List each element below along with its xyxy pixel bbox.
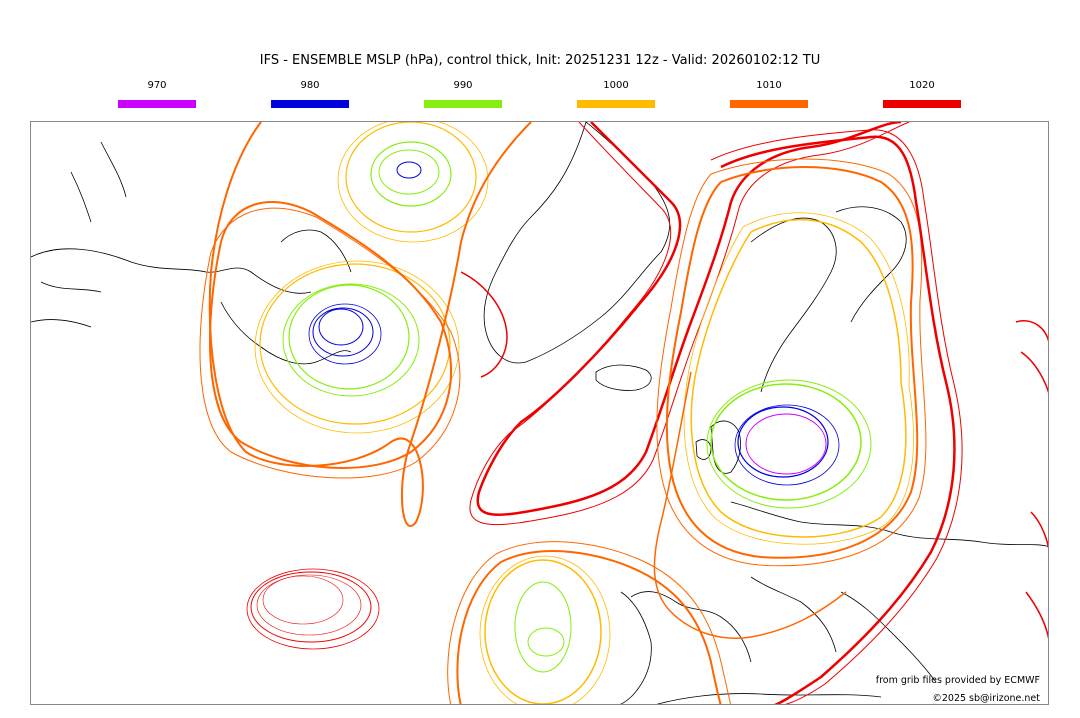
legend-swatch-980 bbox=[271, 100, 349, 108]
legend-label-990: 990 bbox=[453, 80, 473, 91]
high-mid-atlantic bbox=[246, 568, 380, 650]
chart-title: IFS - ENSEMBLE MSLP (hPa), control thick… bbox=[259, 53, 821, 68]
low-iberian-atlantic bbox=[447, 541, 732, 704]
legend-swatch-1010 bbox=[730, 100, 808, 108]
low-labrador-sea bbox=[199, 201, 461, 479]
legend-item-1010: 1010 bbox=[730, 80, 808, 108]
trough-1010-west bbox=[208, 122, 532, 527]
high-east-boundary bbox=[720, 135, 956, 704]
credit-source: from grib files provided by ECMWF bbox=[875, 675, 1040, 686]
high-east-outline bbox=[710, 129, 963, 704]
legend-label-1010: 1010 bbox=[756, 80, 782, 91]
legend-label-970: 970 bbox=[147, 80, 167, 91]
legend-item-970: 970 bbox=[118, 80, 196, 108]
isobar-east-edge bbox=[1015, 320, 1048, 394]
pressure-map[interactable] bbox=[30, 121, 1049, 705]
legend-item-1000: 1000 bbox=[577, 80, 655, 108]
isobar-east-edge-2 bbox=[1025, 511, 1048, 640]
credit-copyright: ©2025 sb@irizone.net bbox=[932, 693, 1040, 704]
isobar-greenland-west bbox=[460, 271, 508, 378]
legend-item-1020: 1020 bbox=[883, 80, 961, 108]
legend-swatch-970 bbox=[118, 100, 196, 108]
legend-swatch-1020 bbox=[883, 100, 961, 108]
legend-label-1000: 1000 bbox=[603, 80, 629, 91]
trough-1010-europe bbox=[653, 371, 847, 639]
high-greenland-atlantic bbox=[476, 122, 902, 516]
low-baffin-bay bbox=[337, 122, 489, 243]
legend-swatch-1000 bbox=[577, 100, 655, 108]
map-canvas bbox=[31, 122, 1048, 704]
legend-item-990: 990 bbox=[424, 80, 502, 108]
isobars bbox=[199, 122, 1048, 704]
legend-item-980: 980 bbox=[271, 80, 349, 108]
high-greenland-outline bbox=[469, 122, 910, 526]
legend-swatch-990 bbox=[424, 100, 502, 108]
low-scandinavia bbox=[656, 158, 927, 567]
legend-label-1020: 1020 bbox=[909, 80, 935, 91]
legend-label-980: 980 bbox=[300, 80, 320, 91]
credit-block: from grib files provided by ECMWF ©2025 … bbox=[876, 672, 1040, 708]
coastlines bbox=[31, 122, 1048, 704]
